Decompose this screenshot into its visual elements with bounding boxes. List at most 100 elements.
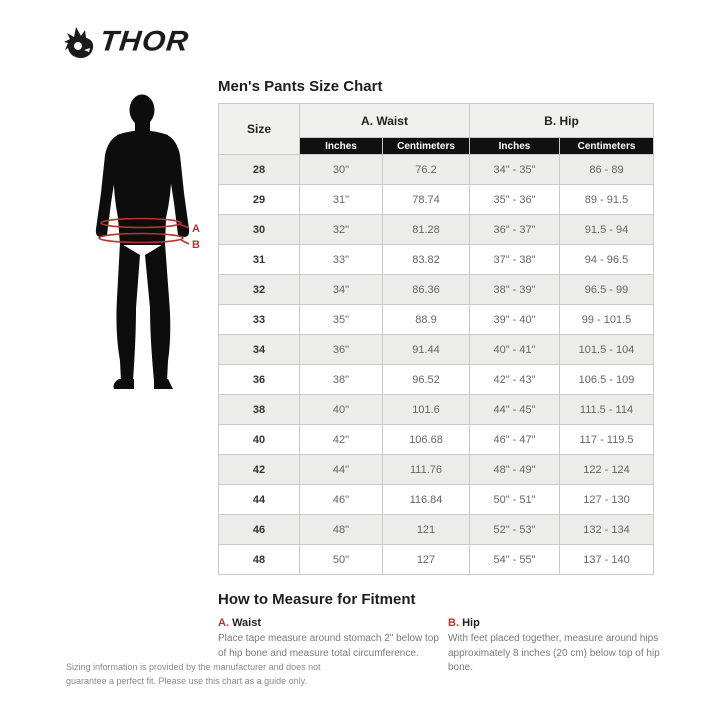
table-row: 48 50" 127 54" - 55" 137 - 140	[218, 544, 655, 575]
measurement-figure: A B	[70, 93, 215, 395]
thor-gauntlet-icon	[64, 24, 96, 60]
measurement-cell: 42"	[299, 424, 383, 455]
size-cell: 31	[218, 244, 300, 275]
measurement-cell: 127	[382, 544, 470, 575]
measurement-cell: 31"	[299, 184, 383, 215]
measure-instruction-hip: B. Hip With feet placed together, measur…	[448, 617, 680, 676]
measurement-cell: 116.84	[382, 484, 470, 515]
subheader-waist-centimeters: Centimeters	[382, 137, 470, 155]
measurement-cell: 46" - 47"	[469, 424, 560, 455]
size-cell: 44	[218, 484, 300, 515]
table-row: 33 35" 88.9 39" - 40" 99 - 101.5	[218, 304, 655, 335]
measurement-cell: 89 - 91.5	[558, 184, 655, 215]
measure-waist-prefix: A.	[218, 617, 229, 629]
measurement-cell: 117 - 119.5	[558, 424, 655, 455]
measurement-cell: 81.28	[382, 214, 470, 245]
measurement-cell: 52" - 53"	[469, 514, 560, 545]
measurement-cell: 50"	[299, 544, 383, 575]
size-table-body: 28 30" 76.2 34" - 35" 86 - 89 29 31" 78.74 35" -…	[218, 154, 655, 575]
measurement-cell: 101.6	[382, 394, 470, 425]
measurement-cell: 44"	[299, 454, 383, 485]
waist-line-label: A	[192, 223, 200, 235]
measurement-cell: 86.36	[382, 274, 470, 305]
page-title: Men's Pants Size Chart	[218, 78, 383, 95]
measure-hip-prefix: B.	[448, 617, 459, 629]
measurement-cell: 34"	[299, 274, 383, 305]
male-silhouette: A B	[95, 94, 200, 389]
table-row: 38 40" 101.6 44" - 45" 111.5 - 114	[218, 394, 655, 425]
size-cell: 42	[218, 454, 300, 485]
measurement-cell: 91.44	[382, 334, 470, 365]
subheader-hip-inches: Inches	[469, 137, 560, 155]
measure-hip-label: B. Hip	[448, 617, 680, 629]
measurement-cell: 44" - 45"	[469, 394, 560, 425]
table-row: 32 34" 86.36 38" - 39" 96.5 - 99	[218, 274, 655, 305]
table-row: 44 46" 116.84 50" - 51" 127 - 130	[218, 484, 655, 515]
howto-heading: How to Measure for Fitment	[218, 591, 416, 608]
measurement-cell: 76.2	[382, 154, 470, 185]
column-header-hip: B. Hip	[468, 103, 655, 138]
size-cell: 40	[218, 424, 300, 455]
measurement-cell: 37" - 38"	[469, 244, 560, 275]
measurement-cell: 96.5 - 99	[558, 274, 655, 305]
measurement-cell: 54" - 55"	[469, 544, 560, 575]
measure-hip-title: Hip	[462, 617, 480, 629]
size-cell: 30	[218, 214, 300, 245]
measurement-cell: 38" - 39"	[469, 274, 560, 305]
table-row: 36 38" 96.52 42" - 43" 106.5 - 109	[218, 364, 655, 395]
measure-waist-text: Place tape measure around stomach 2" bel…	[218, 633, 439, 659]
size-cell: 32	[218, 274, 300, 305]
table-row: 34 36" 91.44 40" - 41" 101.5 - 104	[218, 334, 655, 365]
measurement-cell: 127 - 130	[558, 484, 655, 515]
measure-hip-text: With feet placed together, measure aroun…	[448, 633, 660, 673]
measurement-cell: 32"	[299, 214, 383, 245]
measurement-cell: 42" - 43"	[469, 364, 560, 395]
measure-waist-label: A. Waist	[218, 617, 440, 629]
size-chart-table-container: Size A. Waist B. Hip Inches Centimeters …	[218, 103, 655, 575]
measurement-cell: 96.52	[382, 364, 470, 395]
measurement-cell: 137 - 140	[558, 544, 655, 575]
table-row: 28 30" 76.2 34" - 35" 86 - 89	[218, 154, 655, 185]
measurement-cell: 48"	[299, 514, 383, 545]
sizing-disclaimer: Sizing information is provided by the ma…	[66, 662, 321, 686]
size-cell: 29	[218, 184, 300, 215]
size-cell: 46	[218, 514, 300, 545]
size-cell: 48	[218, 544, 300, 575]
measurement-cell: 111.5 - 114	[558, 394, 655, 425]
measurement-cell: 34" - 35"	[469, 154, 560, 185]
measurement-cell: 40" - 41"	[469, 334, 560, 365]
brand-logo-text: THOR	[98, 25, 191, 58]
measurement-cell: 36" - 37"	[469, 214, 560, 245]
table-row: 42 44" 111.76 48" - 49" 122 - 124	[218, 454, 655, 485]
measurement-cell: 111.76	[382, 454, 470, 485]
measurement-cell: 106.68	[382, 424, 470, 455]
column-header-waist: A. Waist	[299, 103, 470, 138]
measurement-cell: 86 - 89	[558, 154, 655, 185]
measure-waist-title: Waist	[232, 617, 261, 629]
measurement-cell: 33"	[299, 244, 383, 275]
table-row: 40 42" 106.68 46" - 47" 117 - 119.5	[218, 424, 655, 455]
measurement-cell: 36"	[299, 334, 383, 365]
measurement-cell: 99 - 101.5	[558, 304, 655, 335]
size-cell: 28	[218, 154, 300, 185]
measurement-cell: 122 - 124	[558, 454, 655, 485]
hip-line-label: B	[192, 239, 200, 251]
measurement-cell: 106.5 - 109	[558, 364, 655, 395]
measurement-cell: 132 - 134	[558, 514, 655, 545]
measurement-cell: 46"	[299, 484, 383, 515]
measurement-cell: 30"	[299, 154, 383, 185]
measurement-cell: 50" - 51"	[469, 484, 560, 515]
subheader-waist-inches: Inches	[299, 137, 383, 155]
measurement-cell: 94 - 96.5	[558, 244, 655, 275]
measure-instruction-waist: A. Waist Place tape measure around stoma…	[218, 617, 440, 661]
brand-logo: THOR	[64, 24, 191, 60]
size-cell: 38	[218, 394, 300, 425]
size-cell: 34	[218, 334, 300, 365]
measurement-cell: 121	[382, 514, 470, 545]
measurement-cell: 40"	[299, 394, 383, 425]
table-row: 30 32" 81.28 36" - 37" 91.5 - 94	[218, 214, 655, 245]
measurement-cell: 35" - 36"	[469, 184, 560, 215]
table-row: 31 33" 83.82 37" - 38" 94 - 96.5	[218, 244, 655, 275]
table-row: 46 48" 121 52" - 53" 132 - 134	[218, 514, 655, 545]
measurement-cell: 35"	[299, 304, 383, 335]
